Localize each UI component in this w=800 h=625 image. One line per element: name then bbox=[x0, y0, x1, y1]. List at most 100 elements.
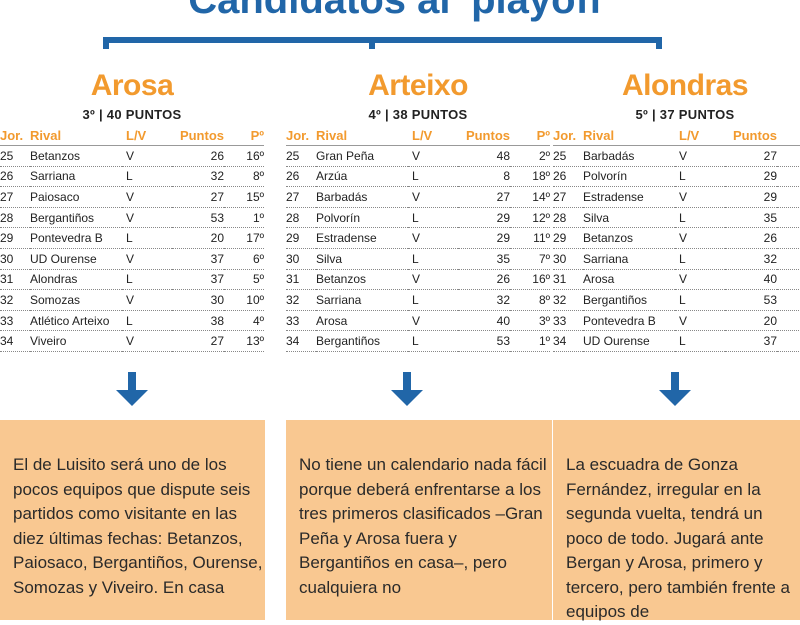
cell-pos: 4º bbox=[224, 310, 264, 332]
cell-puntos: 27 bbox=[172, 186, 224, 208]
cell-puntos: 32 bbox=[458, 289, 510, 311]
table-row: 29 Pontevedra B L 20 17º bbox=[0, 227, 264, 249]
cell-rival: Sarriana bbox=[583, 248, 675, 270]
cell-puntos: 37 bbox=[725, 330, 777, 352]
table-row: 25 Gran Peña V 48 2º bbox=[286, 145, 550, 167]
header-rival: Rival bbox=[583, 126, 675, 146]
cell-puntos: 37 bbox=[172, 269, 224, 291]
cell-rival: Betanzos bbox=[316, 269, 408, 291]
header-jor: Jor. bbox=[0, 126, 30, 146]
cell-puntos: 27 bbox=[725, 145, 777, 167]
cell-pos: 11º bbox=[777, 186, 800, 208]
cell-jor: 34 bbox=[286, 330, 316, 352]
arrow-down-icon bbox=[659, 372, 691, 406]
cell-puntos: 48 bbox=[458, 145, 510, 167]
cell-rival: UD Ourense bbox=[583, 330, 675, 352]
cell-rival: Atlético Arteixo bbox=[30, 310, 122, 332]
cell-jor: 32 bbox=[553, 289, 583, 311]
cell-pos: 14º bbox=[510, 186, 550, 208]
cell-lv: L bbox=[122, 269, 172, 291]
cell-rival: Bergantiños bbox=[30, 207, 122, 229]
table-row: 32 Somozas V 30 10º bbox=[0, 289, 264, 311]
cell-puntos: 30 bbox=[172, 289, 224, 311]
cell-lv: V bbox=[122, 207, 172, 229]
table-row: 34 Viveiro V 27 13º bbox=[0, 330, 264, 352]
cell-puntos: 29 bbox=[725, 186, 777, 208]
cell-rival: Sarriana bbox=[30, 166, 122, 188]
team-name: Alondras bbox=[621, 69, 749, 102]
table-row: 33 Arosa V 40 3º bbox=[286, 310, 550, 332]
cell-jor: 32 bbox=[286, 289, 316, 311]
cell-jor: 33 bbox=[286, 310, 316, 332]
table-row: 29BetanzosV2616º bbox=[553, 227, 800, 249]
table-row: 31 Alondras L 37 5º bbox=[0, 269, 264, 291]
table-row: 30 Silva L 35 7º bbox=[286, 248, 550, 270]
cell-pos: 7º bbox=[510, 248, 550, 270]
header-lv: L/V bbox=[408, 126, 458, 146]
team-rank: 3º | 40 PUNTOS bbox=[82, 107, 182, 122]
cell-rival: Barbadás bbox=[316, 186, 408, 208]
cell-lv: V bbox=[408, 269, 458, 291]
cell-lv: L bbox=[408, 289, 458, 311]
cell-pos: 7º bbox=[777, 207, 800, 229]
cell-rival: Viveiro bbox=[30, 330, 122, 352]
header-jor: Jor. bbox=[553, 126, 583, 146]
cell-rival: Arzúa bbox=[316, 166, 408, 188]
team-rank: 4º | 38 PUNTOS bbox=[368, 107, 468, 122]
cell-lv: V bbox=[408, 145, 458, 167]
cell-jor: 25 bbox=[286, 145, 316, 167]
table-row: 34 Bergantiños L 53 1º bbox=[286, 330, 550, 352]
fixtures-table: Jor.RivalL/VPuntosPº25BarbadásV2714º26Po… bbox=[553, 126, 800, 352]
cell-lv: L bbox=[408, 248, 458, 270]
cell-lv: L bbox=[408, 207, 458, 229]
title-bracket bbox=[103, 37, 662, 43]
cell-puntos: 29 bbox=[725, 166, 777, 188]
cell-rival: Betanzos bbox=[583, 227, 675, 249]
cell-jor: 30 bbox=[286, 248, 316, 270]
table-row: 25BarbadásV2714º bbox=[553, 145, 800, 167]
cell-puntos: 26 bbox=[172, 145, 224, 167]
cell-rival: Silva bbox=[316, 248, 408, 270]
cell-rival: Barbadás bbox=[583, 145, 675, 167]
cell-puntos: 32 bbox=[725, 248, 777, 270]
arrow-down-icon bbox=[116, 372, 148, 406]
cell-puntos: 20 bbox=[172, 227, 224, 249]
cell-lv: V bbox=[675, 186, 725, 208]
table-row: 28SilvaL357º bbox=[553, 207, 800, 229]
cell-pos: 1º bbox=[510, 330, 550, 352]
team-summary-text: El de Luisito será uno de los pocos equi… bbox=[13, 455, 263, 597]
team-column-2: Alondras 5º | 37 PUNTOS Jor. Rival L/V Puntos… bbox=[553, 66, 800, 352]
team-summary-text: La escuadra de Gonza Fernández, irregula… bbox=[566, 455, 790, 621]
cell-jor: 25 bbox=[553, 145, 583, 167]
cell-rival: Betanzos bbox=[30, 145, 122, 167]
cell-lv: L bbox=[122, 227, 172, 249]
cell-lv: L bbox=[675, 289, 725, 311]
cell-puntos: 38 bbox=[172, 310, 224, 332]
table-row: 26PolvorínL2912º bbox=[553, 166, 800, 188]
cell-puntos: 40 bbox=[725, 269, 777, 291]
table-row: 26 Arzúa L 8 18º bbox=[286, 166, 550, 188]
cell-pos: 14º bbox=[777, 145, 800, 167]
cell-puntos: 20 bbox=[725, 310, 777, 332]
team-rank: 5º | 37 PUNTOS bbox=[635, 107, 735, 122]
team-summary-text: No tiene un calendario nada fácil porque… bbox=[299, 455, 547, 597]
cell-jor: 31 bbox=[553, 269, 583, 291]
cell-puntos: 27 bbox=[458, 186, 510, 208]
cell-rival: Bergantiños bbox=[316, 330, 408, 352]
cell-jor: 29 bbox=[0, 227, 30, 249]
table-row: 31 Betanzos V 26 16º bbox=[286, 269, 550, 291]
cell-jor: 27 bbox=[0, 186, 30, 208]
cell-rival: Arosa bbox=[583, 269, 675, 291]
team-name: Arosa bbox=[90, 69, 174, 102]
cell-jor: 26 bbox=[0, 166, 30, 188]
table-row: 32BergantiñosL531º bbox=[553, 289, 800, 311]
cell-pos: 12º bbox=[777, 166, 800, 188]
cell-rival: Estradense bbox=[316, 227, 408, 249]
cell-rival: Estradense bbox=[583, 186, 675, 208]
cell-jor: 27 bbox=[286, 186, 316, 208]
cell-jor: 30 bbox=[0, 248, 30, 270]
cell-pos: 6º bbox=[777, 330, 800, 352]
arrow-down-icon bbox=[391, 372, 423, 406]
